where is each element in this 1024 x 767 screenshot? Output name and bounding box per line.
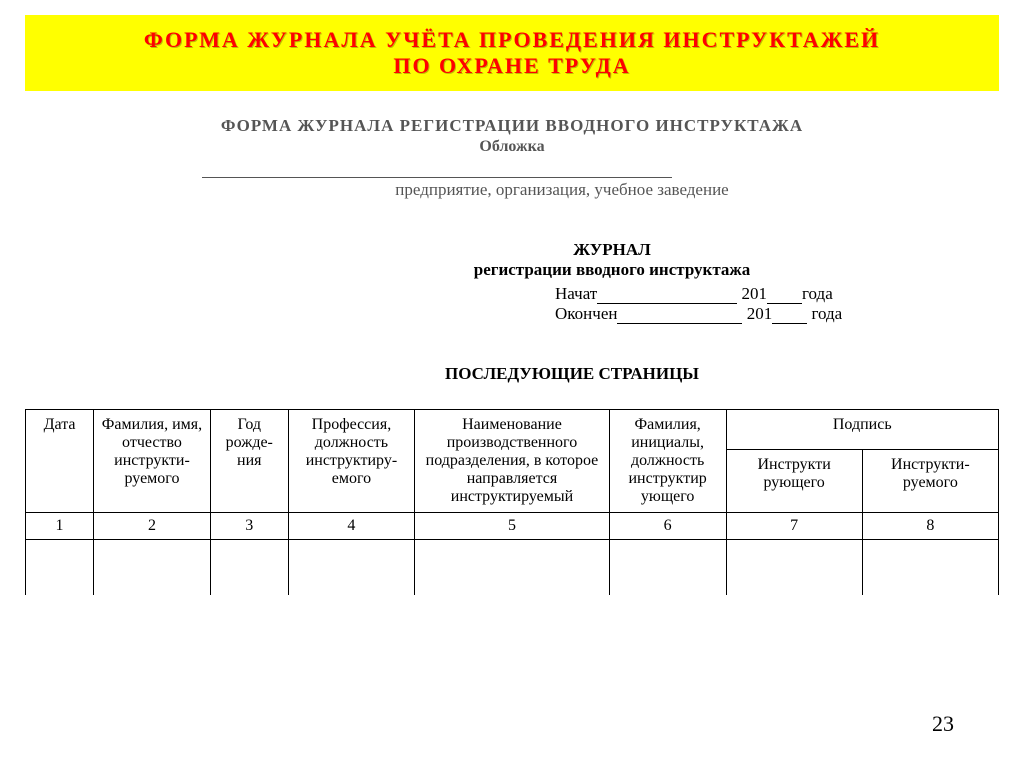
started-label: Начат bbox=[555, 284, 597, 303]
cover-label: Обложка bbox=[25, 138, 999, 156]
banner-line1: ФОРМА ЖУРНАЛА УЧЁТА ПРОВЕДЕНИЯ ИНСТРУКТА… bbox=[45, 27, 979, 53]
num-1: 1 bbox=[26, 513, 94, 540]
col-signature: Подпись bbox=[726, 410, 998, 450]
banner-line2: ПО ОХРАНЕ ТРУДА bbox=[45, 53, 979, 79]
col-sig-instructor: Инструкти рующего bbox=[726, 449, 862, 512]
col-sig-trainee: Инструкти-руемого bbox=[862, 449, 998, 512]
page-number: 23 bbox=[932, 711, 954, 737]
year-suffix-2: года bbox=[807, 304, 842, 323]
num-8: 8 bbox=[862, 513, 998, 540]
col-profession: Профессия, должность инструктиру-емого bbox=[288, 410, 414, 513]
org-caption: предприятие, организация, учебное заведе… bbox=[125, 180, 999, 200]
journal-title: ЖУРНАЛ bbox=[225, 240, 999, 260]
next-pages-title: ПОСЛЕДУЮЩИЕ СТРАНИЦЫ bbox=[145, 364, 999, 384]
num-7: 7 bbox=[726, 513, 862, 540]
title-banner: ФОРМА ЖУРНАЛА УЧЁТА ПРОВЕДЕНИЯ ИНСТРУКТА… bbox=[25, 15, 999, 91]
year-prefix-1: 201 bbox=[737, 284, 767, 303]
num-6: 6 bbox=[609, 513, 726, 540]
org-fill-line bbox=[155, 160, 719, 178]
ended-label: Окончен bbox=[555, 304, 617, 323]
journal-table: Дата Фамилия, имя, отчество инструкти-ру… bbox=[25, 409, 999, 595]
num-5: 5 bbox=[415, 513, 610, 540]
table-header-row: Дата Фамилия, имя, отчество инструкти-ру… bbox=[26, 410, 999, 450]
started-line: Начат 201 года bbox=[555, 284, 999, 304]
num-2: 2 bbox=[94, 513, 211, 540]
col-department: Наименование производственного подраздел… bbox=[415, 410, 610, 513]
num-3: 3 bbox=[210, 513, 288, 540]
col-date: Дата bbox=[26, 410, 94, 513]
journal-subtitle: регистрации вводного инструктажа bbox=[225, 260, 999, 280]
form-title: ФОРМА ЖУРНАЛА РЕГИСТРАЦИИ ВВОДНОГО ИНСТР… bbox=[25, 116, 999, 136]
table-empty-row bbox=[26, 540, 999, 595]
journal-dates: Начат 201 года Окончен 201 года bbox=[555, 284, 999, 324]
col-instructor: Фамилия, инициалы, должность инструктир … bbox=[609, 410, 726, 513]
table-number-row: 1 2 3 4 5 6 7 8 bbox=[26, 513, 999, 540]
col-birth: Год рожде-ния bbox=[210, 410, 288, 513]
year-suffix-1: года bbox=[802, 284, 833, 303]
ended-line: Окончен 201 года bbox=[555, 304, 999, 324]
num-4: 4 bbox=[288, 513, 414, 540]
col-fio: Фамилия, имя, отчество инструкти-руемого bbox=[94, 410, 211, 513]
year-prefix-2: 201 bbox=[742, 304, 772, 323]
